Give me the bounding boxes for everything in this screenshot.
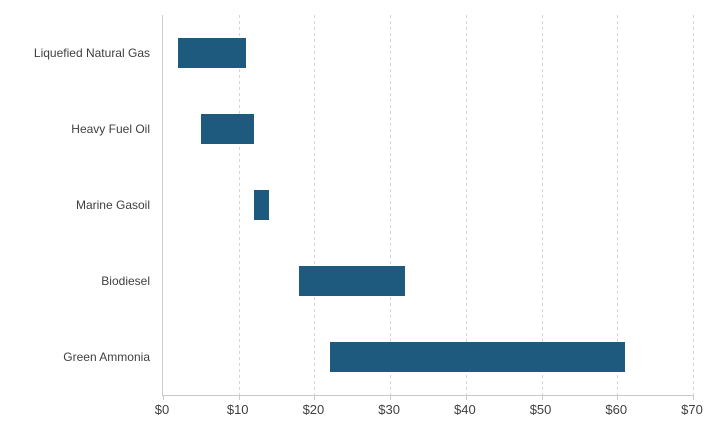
bar-liquefied-natural-gas <box>178 38 246 68</box>
bar-marine-gasoil <box>254 190 269 220</box>
x-tick-mark <box>390 395 391 400</box>
gridline-40 <box>466 15 467 395</box>
gridline-20 <box>314 15 315 395</box>
y-axis-label-green-ammonia: Green Ammonia <box>63 350 150 364</box>
x-tick-label: $40 <box>453 402 476 417</box>
bar-green-ammonia <box>330 342 625 372</box>
x-tick-label: $20 <box>302 402 325 417</box>
gridline-60 <box>617 15 618 395</box>
x-tick-mark <box>163 395 164 400</box>
y-axis-label-marine-gasoil: Marine Gasoil <box>75 198 150 212</box>
x-tick-mark <box>466 395 467 400</box>
y-axis-label-heavy-fuel-oil: Heavy Fuel Oil <box>71 122 150 136</box>
plot-area <box>162 15 694 400</box>
x-tick-label: $10 <box>226 402 249 417</box>
x-tick-label: $50 <box>529 402 552 417</box>
gridline-30 <box>390 15 391 395</box>
x-tick-label: $30 <box>378 402 400 417</box>
gridline-70 <box>693 15 694 395</box>
x-tick-mark <box>693 395 694 400</box>
y-axis-label-liquefied-natural-gas: Liquefied Natural Gas <box>33 46 150 60</box>
bar-biodiesel <box>299 266 405 296</box>
x-tick-mark <box>314 395 315 400</box>
y-axis-label-biodiesel: Biodiesel <box>101 274 150 288</box>
x-tick-mark <box>542 395 543 400</box>
y-axis-labels: Liquefied Natural Gas Heavy Fuel Oil Marin… <box>0 15 150 395</box>
gridline-50 <box>542 15 543 395</box>
x-tick-label: $60 <box>605 402 628 417</box>
x-tick-mark <box>617 395 618 400</box>
x-tick-label: $0 <box>154 402 170 417</box>
bar-heavy-fuel-oil <box>201 114 254 144</box>
gridline-10 <box>239 15 240 395</box>
x-tick-label: $70 <box>681 402 703 417</box>
x-tick-mark <box>239 395 240 400</box>
